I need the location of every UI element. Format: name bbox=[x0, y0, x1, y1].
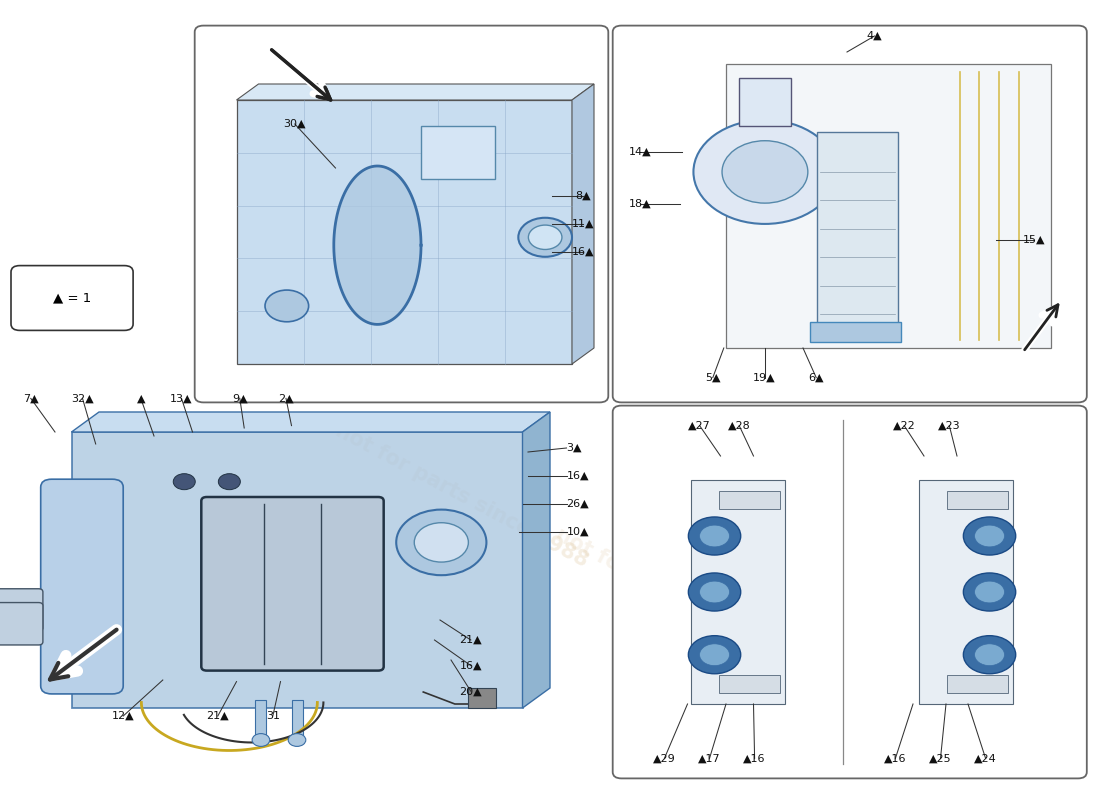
Circle shape bbox=[415, 522, 469, 562]
Circle shape bbox=[700, 525, 729, 547]
Text: 12▲: 12▲ bbox=[112, 711, 134, 721]
Polygon shape bbox=[522, 412, 550, 708]
Polygon shape bbox=[333, 166, 421, 324]
Circle shape bbox=[689, 517, 740, 555]
Text: 16▲: 16▲ bbox=[572, 247, 594, 257]
Text: 32▲: 32▲ bbox=[72, 394, 94, 403]
Text: 11▲: 11▲ bbox=[572, 219, 594, 229]
Circle shape bbox=[689, 573, 740, 611]
Circle shape bbox=[173, 474, 195, 490]
Text: ▲16: ▲16 bbox=[744, 754, 766, 763]
Text: ▲28: ▲28 bbox=[728, 421, 750, 430]
Text: ▲24: ▲24 bbox=[975, 754, 997, 763]
Text: 4▲: 4▲ bbox=[867, 31, 882, 41]
Circle shape bbox=[964, 573, 1015, 611]
FancyBboxPatch shape bbox=[613, 406, 1087, 778]
Text: 13▲: 13▲ bbox=[170, 394, 192, 403]
Polygon shape bbox=[236, 84, 594, 100]
Circle shape bbox=[689, 636, 740, 674]
Circle shape bbox=[975, 644, 1004, 666]
Bar bbox=[947, 491, 1009, 509]
Circle shape bbox=[700, 644, 729, 666]
Text: 9▲: 9▲ bbox=[232, 394, 248, 403]
FancyBboxPatch shape bbox=[41, 479, 123, 694]
Text: 6▲: 6▲ bbox=[808, 373, 824, 382]
Text: ▲ = 1: ▲ = 1 bbox=[53, 291, 91, 305]
Text: 26▲: 26▲ bbox=[566, 499, 590, 509]
Circle shape bbox=[288, 734, 306, 746]
FancyBboxPatch shape bbox=[0, 589, 43, 631]
Bar bbox=[292, 700, 302, 740]
FancyBboxPatch shape bbox=[0, 602, 43, 645]
FancyBboxPatch shape bbox=[201, 497, 384, 670]
Circle shape bbox=[265, 290, 309, 322]
FancyBboxPatch shape bbox=[11, 266, 133, 330]
Bar bbox=[469, 688, 496, 708]
Circle shape bbox=[218, 474, 240, 490]
Bar bbox=[920, 480, 1013, 704]
Text: ▲29: ▲29 bbox=[653, 754, 675, 763]
Text: 21▲: 21▲ bbox=[207, 711, 229, 721]
Circle shape bbox=[975, 525, 1004, 547]
FancyBboxPatch shape bbox=[613, 26, 1087, 402]
Text: 8▲: 8▲ bbox=[575, 191, 591, 201]
Circle shape bbox=[693, 120, 836, 224]
Text: ▲16: ▲16 bbox=[884, 754, 906, 763]
Text: 31: 31 bbox=[266, 711, 279, 721]
Bar bbox=[421, 126, 495, 179]
Circle shape bbox=[964, 636, 1015, 674]
Bar bbox=[691, 480, 784, 704]
Text: 5▲: 5▲ bbox=[705, 373, 720, 382]
Bar bbox=[719, 675, 780, 693]
Circle shape bbox=[700, 581, 729, 603]
FancyBboxPatch shape bbox=[195, 26, 608, 402]
Text: ▲: ▲ bbox=[136, 394, 145, 403]
Circle shape bbox=[975, 581, 1004, 603]
Text: 16▲: 16▲ bbox=[460, 661, 482, 670]
Text: 2▲: 2▲ bbox=[278, 394, 294, 403]
Text: 3▲: 3▲ bbox=[566, 443, 582, 453]
Polygon shape bbox=[236, 100, 572, 364]
Bar bbox=[947, 675, 1009, 693]
Circle shape bbox=[396, 510, 486, 575]
Polygon shape bbox=[572, 84, 594, 364]
Text: 30▲: 30▲ bbox=[284, 119, 306, 129]
Text: 15▲: 15▲ bbox=[1023, 235, 1045, 245]
Text: 20▲: 20▲ bbox=[460, 686, 482, 696]
Bar bbox=[811, 322, 901, 342]
Text: ▲22: ▲22 bbox=[893, 421, 915, 430]
Circle shape bbox=[964, 517, 1015, 555]
Circle shape bbox=[528, 225, 562, 250]
Text: 19▲: 19▲ bbox=[754, 373, 776, 382]
Bar bbox=[255, 700, 266, 740]
Circle shape bbox=[722, 141, 807, 203]
Circle shape bbox=[518, 218, 572, 257]
Text: 10▲: 10▲ bbox=[566, 527, 588, 537]
Bar bbox=[726, 64, 1050, 348]
Bar bbox=[719, 491, 780, 509]
Text: 18▲: 18▲ bbox=[629, 199, 651, 209]
Text: 7▲: 7▲ bbox=[23, 394, 38, 403]
Text: not for parts since 1988: not for parts since 1988 bbox=[332, 421, 592, 571]
Polygon shape bbox=[72, 412, 550, 432]
Text: 21▲: 21▲ bbox=[460, 635, 482, 645]
Text: ▲27: ▲27 bbox=[689, 421, 711, 430]
Text: ▲23: ▲23 bbox=[938, 421, 960, 430]
Text: ▲17: ▲17 bbox=[698, 754, 720, 763]
Text: 14▲: 14▲ bbox=[629, 147, 651, 157]
Circle shape bbox=[252, 734, 270, 746]
Text: 16▲: 16▲ bbox=[566, 471, 588, 481]
Text: ▲25: ▲25 bbox=[930, 754, 952, 763]
Text: not for parts since 1988: not for parts since 1988 bbox=[552, 525, 812, 675]
Bar bbox=[739, 78, 791, 126]
Bar bbox=[72, 432, 522, 708]
Bar bbox=[817, 132, 898, 326]
